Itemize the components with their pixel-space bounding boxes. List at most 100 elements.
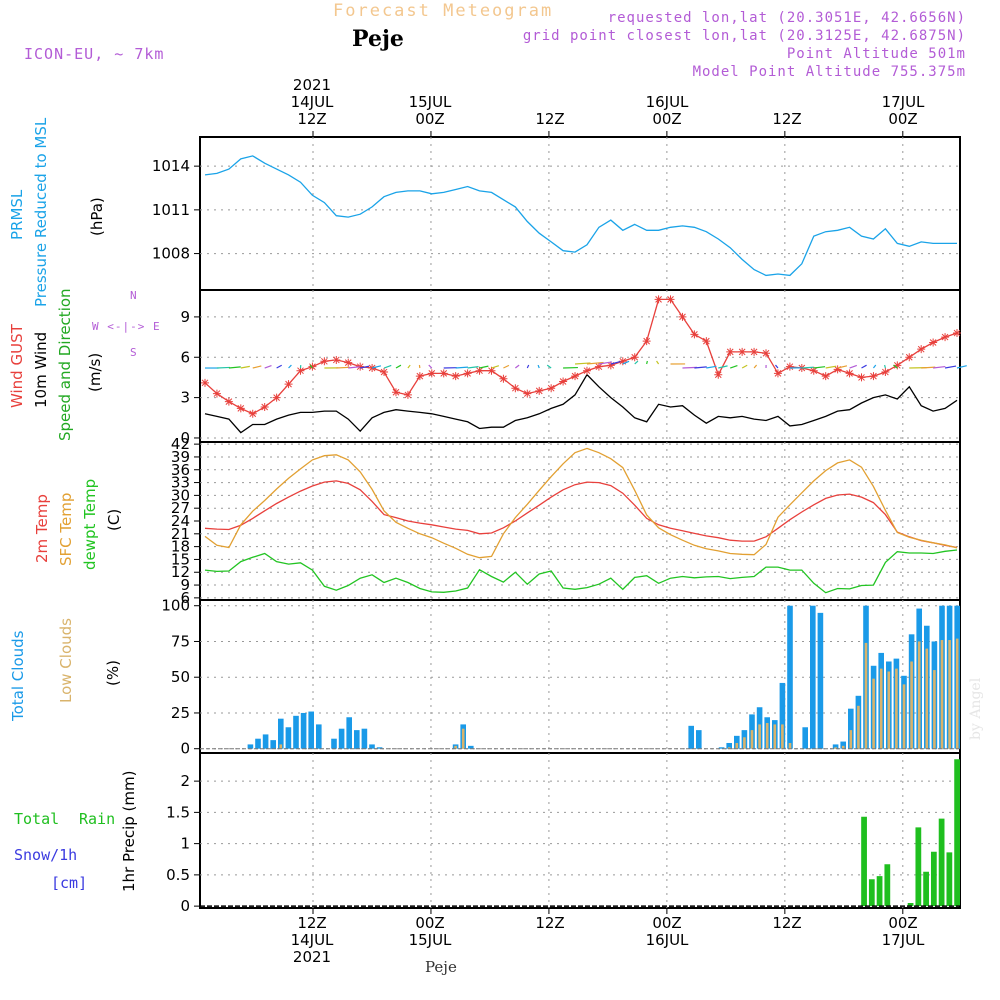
- wind-gust-marker: [941, 333, 950, 342]
- y-tick-label: 25: [171, 704, 190, 722]
- y-tick-label: 50: [171, 668, 190, 686]
- wind-direction-arrow: [252, 365, 262, 369]
- y-tick-label: 9: [180, 308, 190, 326]
- bottom-time-label: 12Z: [535, 914, 565, 932]
- cloud-total-bar: [278, 718, 284, 749]
- wind-direction-arrow: [849, 364, 858, 369]
- cloud-low-bar: [750, 730, 754, 749]
- wind-direction-arrow: [921, 366, 936, 369]
- wind-gust-marker: [571, 372, 580, 381]
- wind-direction-arrow: [775, 364, 779, 369]
- wind-direction-arrow: [309, 364, 313, 369]
- wind-gust-marker: [403, 390, 412, 399]
- cloud-low-bar: [933, 670, 936, 749]
- y-tick-label: 1014: [152, 157, 190, 175]
- wind-gust-marker: [248, 409, 257, 418]
- precip-rain-label: Rain: [79, 810, 116, 828]
- wind-gust-marker: [559, 377, 568, 386]
- y-tick-label: 18: [171, 538, 190, 556]
- wind-gust-marker: [201, 378, 209, 387]
- cloud-low-bar: [735, 742, 739, 749]
- y-tick-label: 100: [161, 597, 190, 615]
- requested-coords: requested lon,lat (20.3051E, 42.6656N): [607, 10, 966, 26]
- cloud-total-bar: [802, 727, 808, 749]
- y-tick-label: 27: [171, 499, 190, 517]
- wind-direction-arrow: [656, 360, 660, 365]
- cloud-low-bar: [917, 641, 921, 749]
- wind-gust-marker: [380, 368, 389, 377]
- wind-direction-arrow: [884, 364, 886, 369]
- rain-bar: [930, 851, 937, 907]
- cloud-total-bar: [840, 741, 846, 749]
- cloud-low-bar: [279, 744, 283, 749]
- wind-direction-arrow: [360, 365, 370, 369]
- wind-gust-marker: [953, 329, 961, 338]
- wind-gust-marker: [475, 366, 484, 375]
- cloud-low-bar: [948, 640, 951, 749]
- panel-frame: [199, 752, 961, 909]
- wind-gust-marker: [499, 374, 508, 383]
- model-name: ICON-EU, ~ 7km: [24, 45, 165, 63]
- wind-direction-arrow: [428, 364, 433, 369]
- cloud-total-bar: [293, 715, 299, 749]
- panel-frame: [199, 136, 961, 291]
- wind-gust-marker: [594, 362, 603, 371]
- rain-bar: [907, 903, 914, 907]
- wind-gust-marker: [511, 384, 520, 393]
- y-tick-label: 0.5: [166, 866, 190, 884]
- cloud-low-bar: [887, 671, 891, 749]
- cloud-total-bar: [688, 725, 694, 749]
- wind-direction-arrow: [956, 365, 967, 369]
- y-tick-label: 24: [171, 512, 190, 530]
- wind-direction-arrow: [753, 364, 758, 369]
- wind-gust-marker: [332, 355, 341, 364]
- cloud-low-bar: [727, 747, 731, 749]
- y-tick-label: 1.5: [166, 803, 190, 821]
- wind-direction-arrow: [395, 364, 402, 369]
- y-tick-label: 3: [180, 389, 190, 407]
- wind-gust-marker: [427, 369, 436, 378]
- cloud-low-bar: [743, 737, 746, 749]
- wind-gust-marker: [391, 388, 400, 397]
- wind-direction-arrow: [730, 364, 738, 369]
- y-tick-label: 33: [171, 474, 190, 492]
- wind-gust-marker: [762, 349, 771, 358]
- wind-gust-marker: [833, 365, 842, 374]
- cloud-total-bar: [369, 744, 375, 749]
- cloud-total-bar: [787, 605, 793, 749]
- wind-gust-marker: [750, 347, 759, 356]
- wind-direction-arrow: [348, 366, 360, 369]
- cloud-low-bar: [765, 722, 769, 749]
- rain-bar: [923, 871, 929, 907]
- cloud-low-bar: [841, 745, 845, 749]
- wind-direction-arrow: [893, 364, 898, 369]
- cloud-total-bar: [734, 735, 740, 749]
- wind-direction-arrow: [503, 364, 510, 369]
- rain-bar: [868, 879, 875, 907]
- wind-gust-marker: [702, 337, 711, 346]
- pressure-line: [204, 155, 957, 277]
- top-time-label: 12Z: [772, 110, 802, 128]
- cloud-total-bar: [361, 728, 368, 749]
- y-tick-label: 42: [171, 435, 190, 453]
- wind-direction-arrow: [861, 364, 867, 369]
- cloud-low-bar: [834, 747, 837, 749]
- cloud-low-bar: [758, 724, 761, 749]
- wind-gust-marker: [606, 361, 615, 370]
- cloud-total-bar: [270, 740, 276, 749]
- rain-bar: [861, 816, 867, 907]
- wind-gust-marker: [296, 366, 305, 375]
- wind-gust-marker: [535, 386, 544, 395]
- cloud-low-bar: [788, 742, 792, 749]
- temp-line: [204, 549, 958, 594]
- compass-we: W <-|-> E: [92, 320, 161, 333]
- bottom-time-label: 00Z 16JUL: [645, 914, 689, 949]
- wind-direction-arrow: [491, 365, 500, 369]
- cloud-low-bar: [955, 638, 959, 749]
- cloud-total-bar: [346, 717, 352, 749]
- y-tick-label: 6: [180, 589, 190, 607]
- cloud-total-bar: [696, 730, 702, 749]
- y-tick-label: 1: [180, 835, 190, 853]
- wind-gust-marker: [582, 366, 591, 375]
- wind-gust-marker: [642, 337, 651, 346]
